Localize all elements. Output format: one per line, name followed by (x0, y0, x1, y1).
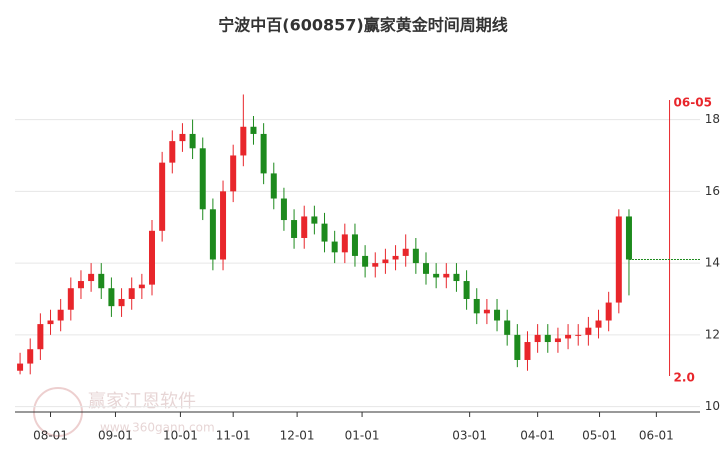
candle-body (443, 273, 450, 278)
candle-body (230, 155, 237, 192)
candle-body (321, 223, 328, 242)
candle-body (118, 298, 125, 307)
candle-body (209, 209, 216, 260)
candle-body (565, 334, 572, 339)
candle-body (280, 198, 287, 221)
candle-body (108, 288, 115, 307)
candle-body (372, 263, 379, 267)
candle-body (423, 263, 429, 274)
x-tick-label: 11-01 (216, 429, 251, 443)
candle-body (625, 216, 632, 260)
candle-body (138, 284, 145, 289)
candle-body (615, 216, 622, 303)
candle-body (554, 338, 561, 343)
candle-body (473, 298, 480, 314)
x-tick-label: 08-01 (33, 429, 68, 443)
candle-body (17, 363, 24, 371)
candle-body (169, 141, 176, 163)
candle-body (433, 273, 440, 278)
candle-body (240, 126, 247, 156)
y-tick-label: 18 (705, 112, 720, 126)
candle-body (483, 309, 490, 314)
candle-body (128, 288, 135, 299)
chart-title: 宁波中百(600857)赢家黄金时间周期线 (218, 16, 507, 35)
candle-body (98, 273, 105, 289)
x-tick-label: 10-01 (163, 429, 198, 443)
candle-body (524, 342, 531, 360)
cycle-label: 06-05 (674, 96, 712, 110)
x-tick-label: 05-01 (582, 429, 617, 443)
x-tick-label: 06-01 (639, 429, 674, 443)
candle-body (494, 309, 501, 321)
watermark-url: www.360gann.com (100, 421, 215, 435)
candle-body (260, 133, 267, 174)
candle-body (159, 162, 166, 231)
candle-body (463, 281, 470, 299)
candle-body (605, 302, 612, 321)
candle-body (412, 248, 419, 264)
candle-body (250, 126, 257, 134)
candle-body (544, 334, 551, 343)
x-tick-label: 12-01 (280, 429, 315, 443)
candle-body (220, 191, 227, 260)
candle-body (585, 327, 592, 335)
x-tick-label: 04-01 (520, 429, 555, 443)
x-tick-label: 09-01 (98, 429, 133, 443)
candle-body (291, 220, 298, 238)
candle-body (301, 216, 308, 238)
candle-body (47, 320, 54, 325)
candle-body (504, 320, 511, 335)
candle-body (514, 334, 521, 360)
candle-body (595, 320, 602, 328)
candle-body (77, 281, 84, 289)
candle-body (362, 255, 369, 267)
candle-body (341, 234, 348, 253)
candle-body (351, 234, 358, 256)
candle-body (382, 259, 389, 264)
candle-body (27, 349, 34, 364)
candle-body (453, 273, 460, 282)
candle-body (575, 334, 582, 336)
y-tick-label: 12 (705, 327, 720, 341)
candle-body (199, 148, 206, 210)
candle-body (534, 334, 541, 343)
candle-body (149, 230, 155, 285)
candle-body (179, 133, 186, 142)
candle-body (331, 241, 338, 253)
candle-body (37, 324, 44, 350)
candle-body (270, 173, 277, 199)
candle-body (189, 133, 196, 149)
watermark-name: 赢家江恩软件 (88, 390, 196, 412)
x-tick-label: 03-01 (452, 429, 487, 443)
y-tick-label: 14 (705, 256, 720, 270)
candle-body (402, 248, 409, 256)
cycle-value-label: 2.0 (674, 371, 695, 385)
candle-body (67, 288, 74, 310)
candle-body (311, 216, 318, 224)
candle-body (57, 309, 64, 321)
candle-body (88, 273, 95, 282)
y-tick-label: 16 (705, 184, 720, 198)
candle-body (392, 255, 399, 260)
y-tick-label: 10 (705, 399, 720, 413)
x-tick-label: 01-01 (345, 429, 380, 443)
